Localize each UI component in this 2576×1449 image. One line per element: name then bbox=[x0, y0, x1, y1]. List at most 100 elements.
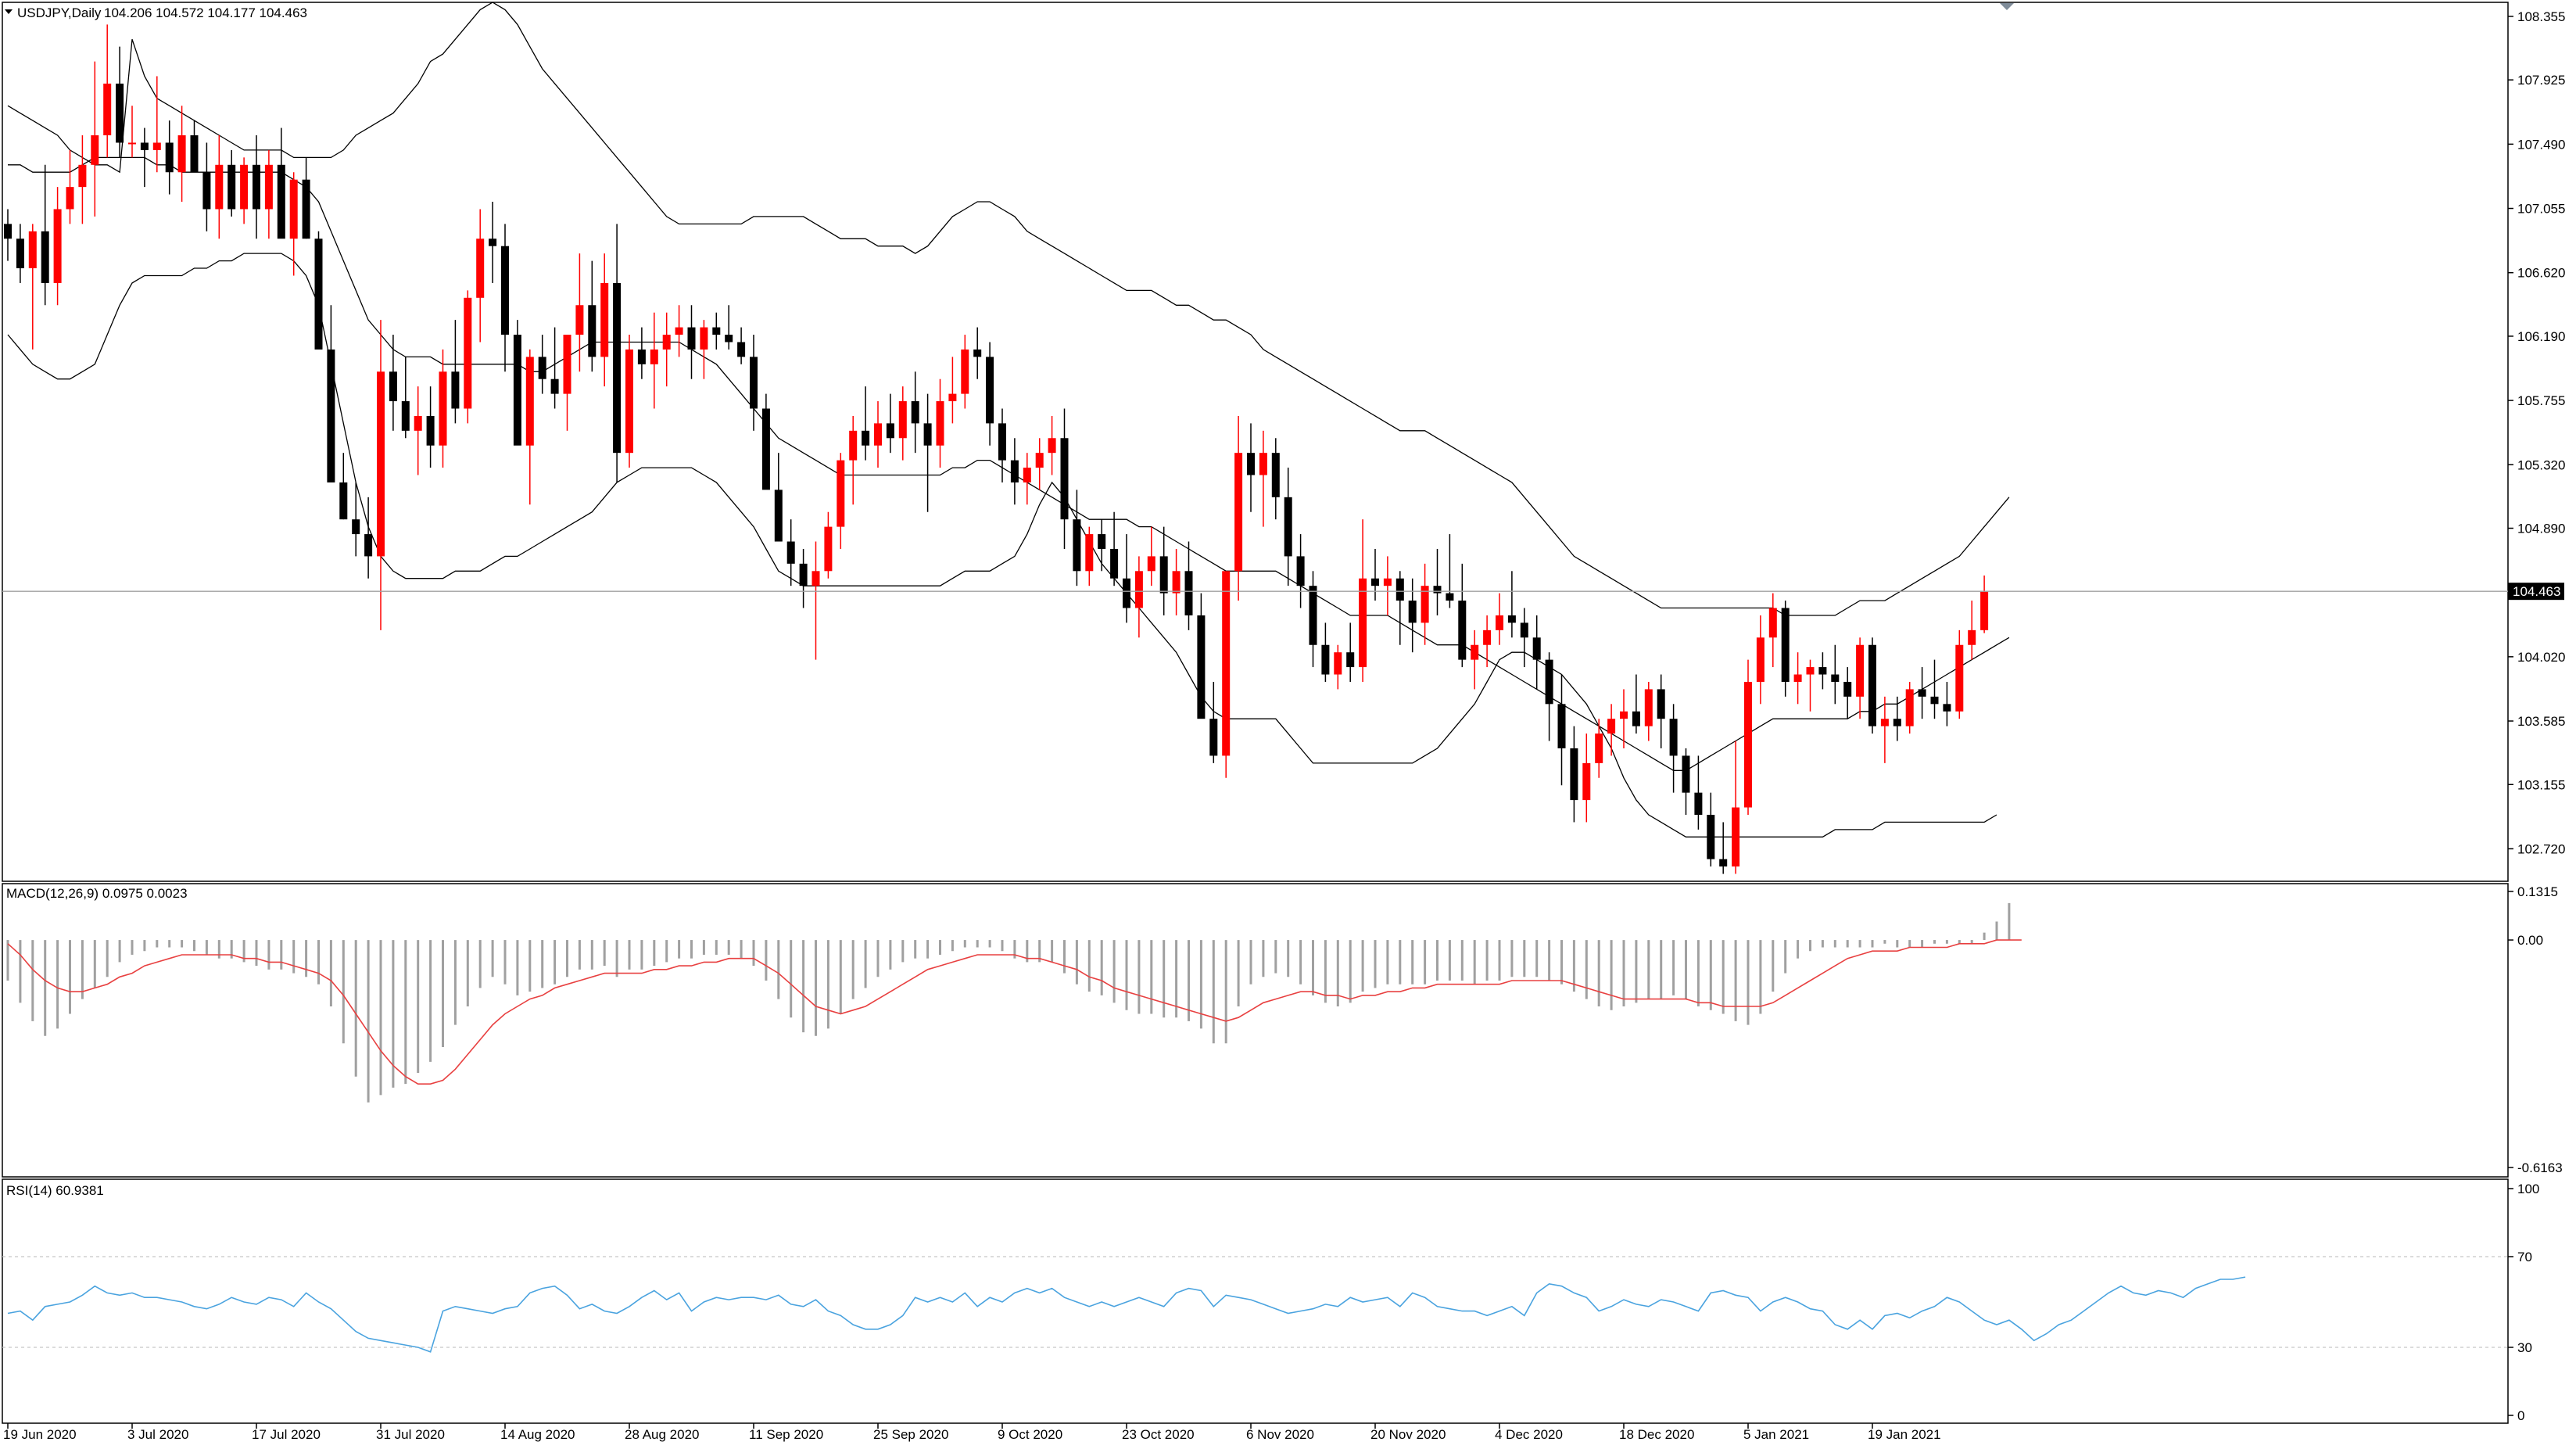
candle[interactable] bbox=[1446, 534, 1454, 608]
candle[interactable] bbox=[725, 305, 733, 350]
candle[interactable] bbox=[116, 46, 124, 158]
candle[interactable] bbox=[1507, 571, 1516, 638]
candle[interactable] bbox=[1943, 681, 1951, 726]
candle[interactable] bbox=[1383, 556, 1392, 615]
candle[interactable] bbox=[476, 209, 485, 343]
candle[interactable] bbox=[687, 305, 696, 379]
candle[interactable] bbox=[923, 393, 932, 512]
candle[interactable] bbox=[1620, 689, 1628, 748]
candle[interactable] bbox=[78, 135, 87, 224]
candle[interactable] bbox=[289, 172, 298, 276]
candle[interactable] bbox=[525, 349, 534, 505]
candle[interactable] bbox=[1557, 674, 1566, 786]
candle[interactable] bbox=[675, 305, 683, 357]
candle[interactable] bbox=[513, 320, 521, 446]
candle[interactable] bbox=[1408, 578, 1417, 653]
candle[interactable] bbox=[1421, 563, 1429, 645]
rsi-panel[interactable] bbox=[2, 1256, 2508, 1353]
candle[interactable] bbox=[761, 393, 770, 490]
candle[interactable] bbox=[849, 415, 858, 505]
candle[interactable] bbox=[1073, 490, 1081, 586]
candle[interactable] bbox=[750, 335, 758, 431]
candle[interactable] bbox=[364, 497, 373, 579]
candle[interactable] bbox=[128, 106, 136, 158]
candle[interactable] bbox=[1781, 601, 1790, 697]
candle[interactable] bbox=[786, 519, 795, 586]
candle[interactable] bbox=[824, 511, 833, 579]
dropdown-arrow-icon[interactable] bbox=[5, 9, 13, 14]
candle[interactable] bbox=[1433, 548, 1442, 615]
candle[interactable] bbox=[1905, 681, 1914, 734]
candle[interactable] bbox=[1582, 733, 1591, 823]
candle[interactable] bbox=[650, 312, 658, 409]
candle[interactable] bbox=[464, 290, 472, 424]
candle[interactable] bbox=[1545, 652, 1553, 741]
candle[interactable] bbox=[1284, 468, 1292, 586]
candle[interactable] bbox=[439, 349, 447, 468]
candle[interactable] bbox=[66, 149, 74, 224]
candle[interactable] bbox=[277, 127, 285, 239]
candle[interactable] bbox=[774, 453, 783, 542]
candle[interactable] bbox=[1768, 593, 1777, 668]
candle[interactable] bbox=[389, 335, 397, 431]
candle[interactable] bbox=[177, 106, 186, 203]
candle[interactable] bbox=[1259, 430, 1267, 527]
candle[interactable] bbox=[264, 149, 273, 239]
candle[interactable] bbox=[1595, 719, 1603, 778]
candle[interactable] bbox=[973, 327, 982, 379]
candle[interactable] bbox=[1930, 659, 1939, 719]
candle[interactable] bbox=[600, 253, 609, 387]
candle[interactable] bbox=[1159, 526, 1168, 615]
candle[interactable] bbox=[339, 453, 348, 520]
candle[interactable] bbox=[4, 209, 12, 261]
candle[interactable] bbox=[1234, 415, 1243, 601]
candle[interactable] bbox=[16, 224, 24, 283]
candle[interactable] bbox=[550, 327, 559, 409]
candle[interactable] bbox=[1395, 571, 1404, 645]
candle[interactable] bbox=[414, 386, 422, 475]
candle[interactable] bbox=[1471, 629, 1479, 690]
candle[interactable] bbox=[1818, 652, 1827, 690]
candle[interactable] bbox=[538, 335, 546, 394]
candle[interactable] bbox=[911, 371, 919, 454]
candle[interactable] bbox=[1893, 696, 1901, 741]
candle[interactable] bbox=[1843, 667, 1852, 719]
candle[interactable] bbox=[799, 548, 808, 608]
candle[interactable] bbox=[961, 335, 969, 409]
candle[interactable] bbox=[53, 187, 62, 306]
candle[interactable] bbox=[948, 357, 957, 424]
candle[interactable] bbox=[625, 335, 633, 468]
candle[interactable] bbox=[898, 386, 907, 461]
candle[interactable] bbox=[1172, 548, 1181, 615]
candle[interactable] bbox=[1868, 637, 1876, 734]
candle[interactable] bbox=[637, 327, 646, 379]
candle[interactable] bbox=[401, 357, 410, 439]
candle[interactable] bbox=[862, 386, 870, 461]
candle[interactable] bbox=[837, 453, 845, 549]
candle[interactable] bbox=[1359, 519, 1367, 682]
candle[interactable] bbox=[662, 312, 671, 387]
candle[interactable] bbox=[1023, 453, 1031, 505]
candle[interactable] bbox=[1222, 571, 1231, 778]
candle[interactable] bbox=[1570, 726, 1578, 823]
candle[interactable] bbox=[1669, 704, 1678, 793]
candle[interactable] bbox=[28, 224, 37, 350]
candle[interactable] bbox=[1010, 438, 1019, 505]
candle[interactable] bbox=[202, 142, 211, 231]
candle[interactable] bbox=[886, 393, 894, 454]
candle[interactable] bbox=[1806, 659, 1815, 712]
candle[interactable] bbox=[103, 24, 112, 158]
candle[interactable] bbox=[575, 253, 584, 372]
candle[interactable] bbox=[1632, 674, 1640, 734]
candle[interactable] bbox=[712, 312, 721, 350]
price-panel[interactable]: 104.463 bbox=[2, 2, 2564, 874]
candle[interactable] bbox=[563, 335, 571, 431]
candle[interactable] bbox=[1744, 659, 1752, 815]
candle[interactable] bbox=[1968, 601, 1976, 660]
macd-panel[interactable] bbox=[6, 902, 2022, 1103]
candle[interactable] bbox=[1098, 519, 1106, 572]
candle[interactable] bbox=[1483, 615, 1492, 668]
candle[interactable] bbox=[1346, 622, 1355, 682]
